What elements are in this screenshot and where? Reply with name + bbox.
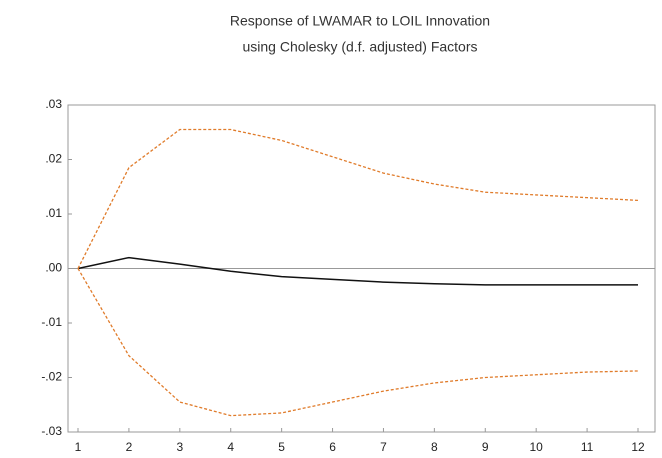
x-tick-label: 5 [278, 440, 285, 454]
x-tick-label: 6 [329, 440, 336, 454]
chart-subtitle: using Cholesky (d.f. adjusted) Factors [243, 39, 478, 55]
x-tick-label: 10 [530, 440, 544, 454]
x-tick-label: 2 [126, 440, 133, 454]
x-tick-label: 12 [631, 440, 645, 454]
y-tick-label: .01 [45, 206, 62, 220]
y-tick-label: -.02 [41, 370, 62, 384]
x-tick-label: 11 [581, 440, 594, 454]
x-tick-label: 8 [431, 440, 438, 454]
y-tick-label: -.03 [41, 424, 62, 438]
series-line [77, 268, 639, 417]
y-tick-label: .03 [45, 97, 62, 111]
x-tick-label: 4 [227, 440, 234, 454]
y-tick-label: -.01 [41, 315, 62, 329]
y-tick-label: .02 [45, 152, 62, 166]
y-tick-label: .00 [45, 261, 62, 275]
chart-title: Response of LWAMAR to LOIL Innovation [230, 13, 490, 29]
series-line [77, 256, 638, 286]
x-tick-label: 7 [380, 440, 387, 454]
x-tick-label: 3 [176, 440, 183, 454]
series-line [77, 128, 639, 269]
x-tick-label: 9 [482, 440, 489, 454]
x-tick-label: 1 [75, 440, 82, 454]
